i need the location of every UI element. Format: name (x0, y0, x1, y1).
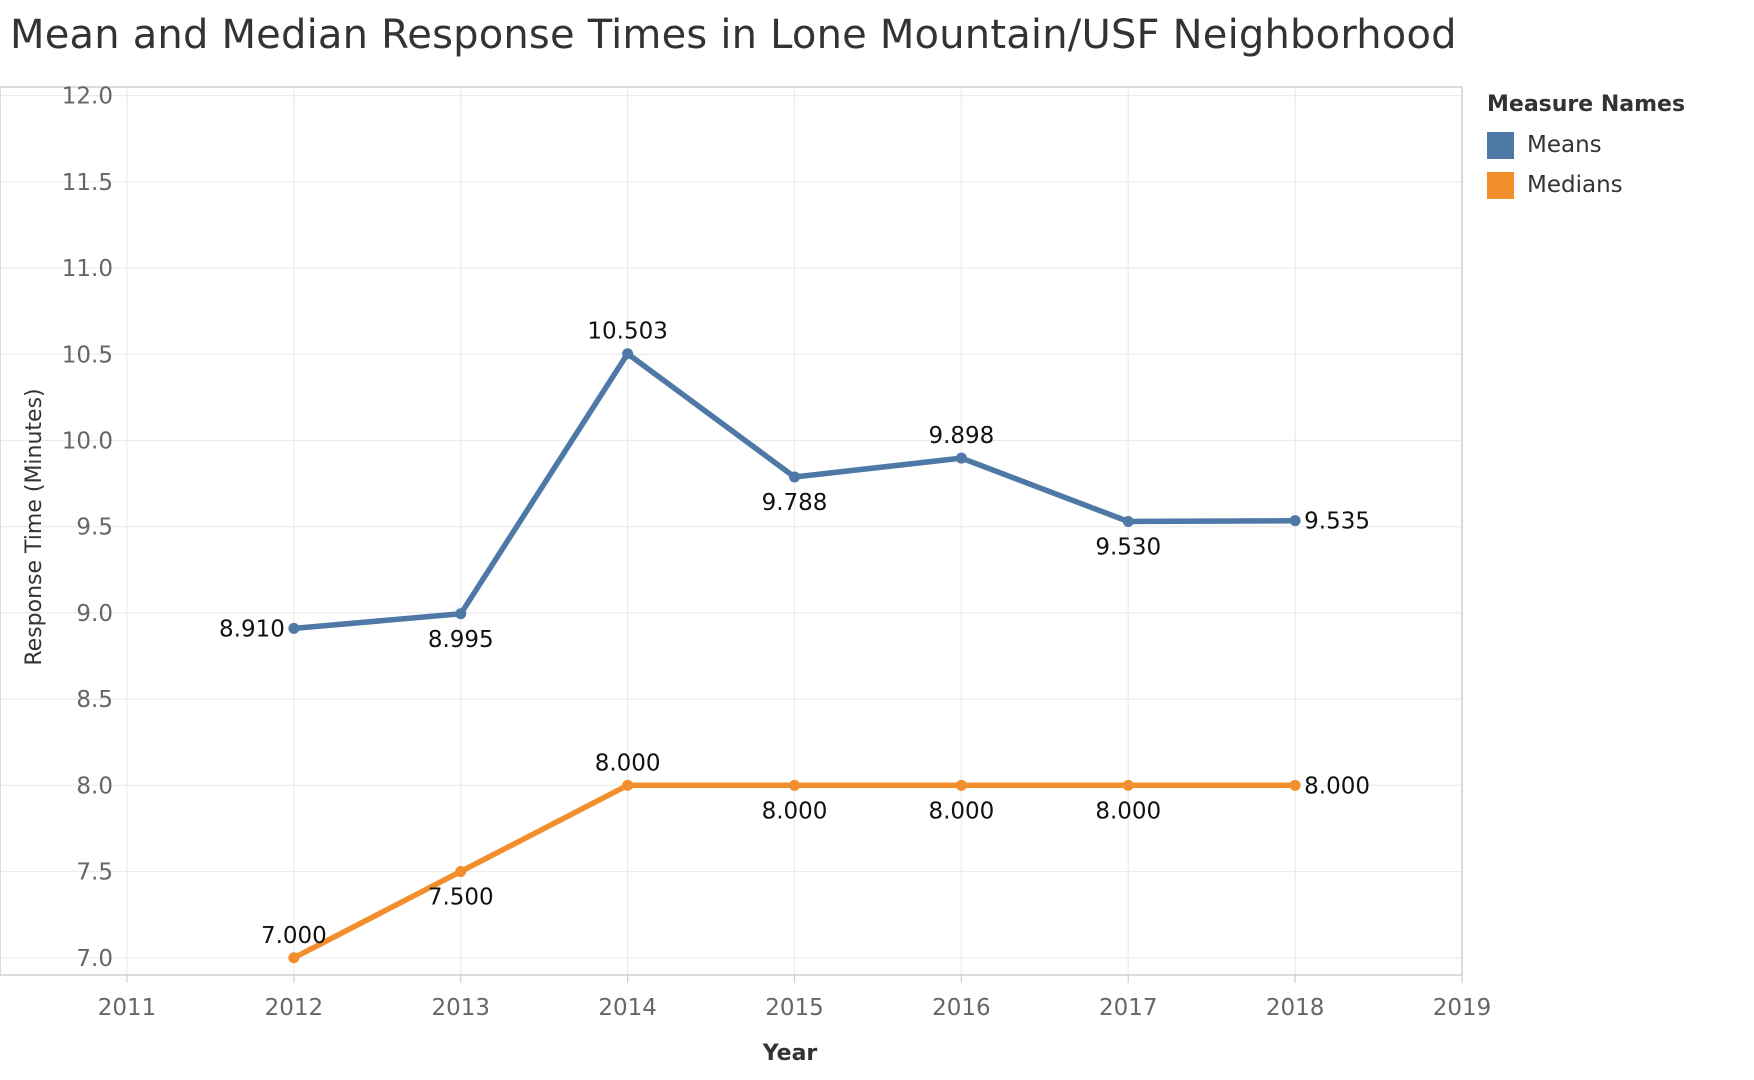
data-label-means: 8.995 (428, 627, 494, 653)
legend-item-means[interactable]: Means (1487, 125, 1685, 165)
y-tick-label: 10.0 (62, 428, 113, 454)
data-point-means[interactable] (622, 348, 634, 360)
series-layer (288, 348, 1301, 964)
x-tick-label: 2017 (1099, 995, 1158, 1021)
y-tick-label: 11.5 (62, 170, 113, 196)
data-label-medians: 7.500 (428, 885, 494, 911)
data-label-means: 9.535 (1304, 509, 1370, 535)
legend: Measure Names Means Medians (1487, 92, 1685, 205)
data-label-medians: 8.000 (595, 750, 661, 776)
x-axis-title: Year (762, 1041, 818, 1066)
legend-swatch-means (1487, 131, 1514, 159)
data-point-medians[interactable] (1289, 779, 1301, 791)
data-point-means[interactable] (955, 452, 967, 464)
data-point-means[interactable] (288, 622, 300, 634)
legend-label-medians: Medians (1527, 172, 1623, 198)
chart-title: Mean and Median Response Times in Lone M… (10, 12, 1457, 58)
data-point-means[interactable] (455, 608, 467, 620)
x-tick-label: 2019 (1433, 995, 1492, 1021)
x-axis-ticks: 2011 2012 2013 2014 2015 2016 2017 2018 2019 (98, 975, 1492, 1021)
data-label-means: 9.898 (928, 423, 994, 449)
legend-item-medians[interactable]: Medians (1487, 165, 1685, 205)
data-point-medians[interactable] (955, 779, 967, 791)
x-tick-label: 2012 (265, 995, 324, 1021)
y-tick-label: 8.5 (76, 687, 113, 713)
gridlines (0, 87, 1463, 975)
data-point-medians[interactable] (622, 779, 634, 791)
series-medians (288, 779, 1301, 964)
legend-title: Measure Names (1487, 92, 1686, 117)
y-tick-label: 7.5 (76, 860, 113, 886)
y-tick-label: 9.5 (76, 515, 113, 541)
data-label-medians: 8.000 (928, 798, 994, 824)
y-tick-label: 7.0 (76, 946, 113, 972)
y-tick-label: 12.0 (62, 84, 113, 110)
x-tick-label: 2013 (431, 995, 490, 1021)
y-tick-label: 10.5 (62, 342, 113, 368)
data-point-medians[interactable] (1122, 779, 1134, 791)
data-labels: 8.910 8.995 10.503 9.788 9.898 9.530 9.535 7.00… (219, 319, 1370, 949)
x-tick-label: 2014 (598, 995, 657, 1021)
y-axis-ticks: 7.0 7.5 8.0 8.5 9.0 9.5 10.0 10.5 11.0 11.5 12.0 (62, 84, 113, 972)
x-tick-label: 2018 (1266, 995, 1325, 1021)
x-tick-label: 2015 (765, 995, 824, 1021)
legend-label-means: Means (1527, 132, 1602, 158)
legend-swatch-medians (1487, 171, 1514, 199)
data-point-means[interactable] (1289, 515, 1301, 527)
series-means (288, 348, 1301, 634)
data-label-medians: 8.000 (762, 798, 828, 824)
data-label-medians: 7.000 (261, 923, 327, 949)
data-point-medians[interactable] (789, 779, 800, 791)
y-tick-label: 9.0 (76, 601, 113, 627)
plot-frame (0, 86, 1463, 976)
y-tick-label: 8.0 (76, 773, 113, 799)
data-label-means: 9.530 (1095, 535, 1161, 561)
data-point-means[interactable] (1122, 516, 1134, 528)
x-tick-label: 2011 (98, 995, 157, 1021)
data-label-means: 8.910 (219, 616, 285, 642)
data-point-means[interactable] (789, 471, 800, 483)
data-label-means: 10.503 (587, 319, 667, 345)
data-label-medians: 8.000 (1304, 773, 1370, 799)
x-tick-label: 2016 (932, 995, 991, 1021)
y-tick-label: 11.0 (62, 256, 113, 282)
data-label-means: 9.788 (762, 490, 828, 516)
data-point-medians[interactable] (455, 866, 467, 878)
data-label-medians: 8.000 (1095, 798, 1161, 824)
y-axis-title: Response Time (Minutes) (22, 388, 47, 665)
data-point-medians[interactable] (288, 952, 300, 964)
